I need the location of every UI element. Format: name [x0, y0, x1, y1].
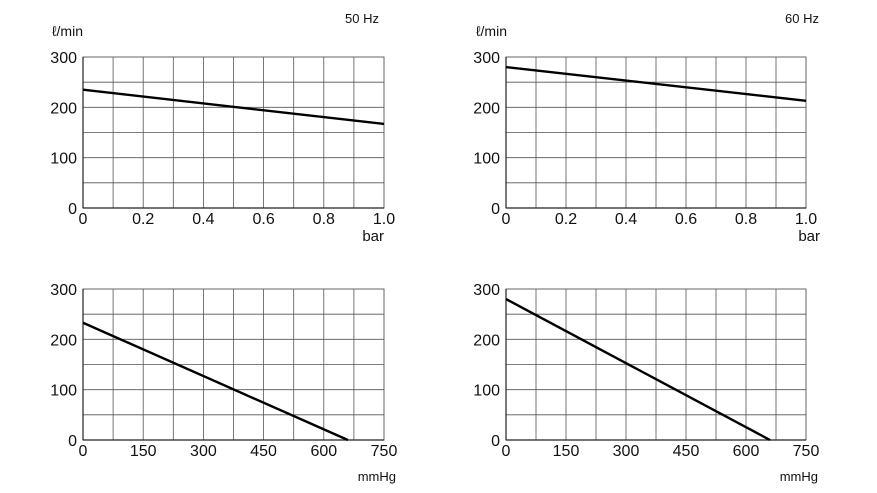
- y-tick-label: 300: [50, 282, 77, 299]
- x-axis-label: bar: [362, 228, 384, 245]
- x-tick-label: 1.0: [373, 211, 395, 228]
- y-axis-label: ℓ/min: [476, 23, 507, 39]
- x-tick-label: 0.4: [192, 211, 214, 228]
- x-tick-label: 0.8: [735, 211, 757, 228]
- chart-title: 60 Hz: [785, 11, 819, 26]
- x-tick-label: 750: [371, 443, 398, 460]
- series-line-1: [82, 88, 385, 126]
- y-tick-label: 0: [491, 201, 500, 218]
- x-tick-label: 0.8: [313, 211, 335, 228]
- x-tick-label: 150: [130, 443, 157, 460]
- y-tick-label: 0: [68, 433, 77, 450]
- y-axis-label: ℓ/min: [52, 23, 83, 39]
- y-tick-label: 200: [50, 332, 77, 349]
- x-tick-label: 0.6: [252, 211, 274, 228]
- chart-panel-2: 0 100 200 300 0 0.2 0.4 0.6 0.8 1.0 60 Hz ℓ/min bar: [473, 11, 820, 245]
- y-tick-label: 100: [473, 383, 500, 400]
- x-axis-label: mmHg: [358, 469, 396, 484]
- x-tick-label: 450: [673, 443, 700, 460]
- chart-panel-1: 0 100 200 300 0 0.2 0.4 0.6 0.8 1.0 50 Hz ℓ/min bar: [50, 11, 395, 245]
- y-tick-label: 100: [50, 151, 77, 168]
- series-line-1: [82, 321, 349, 442]
- x-tick-label: 0: [502, 211, 511, 228]
- x-tick-label: 150: [553, 443, 580, 460]
- chart-title: 50 Hz: [345, 11, 379, 26]
- chart-panel-3: 0 100 200 300 0 150 300 450 600 750 mmHg: [50, 282, 397, 484]
- x-tick-label: 750: [793, 443, 820, 460]
- x-tick-label: 0.2: [132, 211, 154, 228]
- y-tick-label: 100: [473, 151, 500, 168]
- chart-panel-4: 0 100 200 300 0 150 300 450 600 750 mmHg: [473, 282, 819, 484]
- y-tick-label: 200: [473, 100, 500, 117]
- y-tick-label: 200: [50, 100, 77, 117]
- y-tick-label: 300: [473, 282, 500, 299]
- x-tick-label: 0: [502, 443, 511, 460]
- x-tick-label: 600: [733, 443, 760, 460]
- x-tick-label: 450: [250, 443, 277, 460]
- x-tick-label: 600: [310, 443, 337, 460]
- x-axis-label: mmHg: [780, 469, 818, 484]
- x-tick-label: 0.4: [615, 211, 637, 228]
- x-tick-label: 0: [79, 443, 88, 460]
- y-tick-label: 0: [68, 201, 77, 218]
- y-tick-label: 0: [491, 433, 500, 450]
- y-tick-label: 200: [473, 332, 500, 349]
- x-tick-label: 1.0: [795, 211, 817, 228]
- x-tick-label: 300: [190, 443, 217, 460]
- x-tick-label: 0.6: [675, 211, 697, 228]
- y-tick-label: 100: [50, 383, 77, 400]
- series-line-1: [505, 65, 807, 102]
- x-tick-label: 0.2: [555, 211, 577, 228]
- x-tick-label: 300: [613, 443, 640, 460]
- x-tick-label: 0: [79, 211, 88, 228]
- series-line-1: [505, 298, 771, 442]
- y-tick-label: 300: [473, 50, 500, 67]
- y-tick-label: 300: [50, 50, 77, 67]
- x-axis-label: bar: [798, 228, 820, 245]
